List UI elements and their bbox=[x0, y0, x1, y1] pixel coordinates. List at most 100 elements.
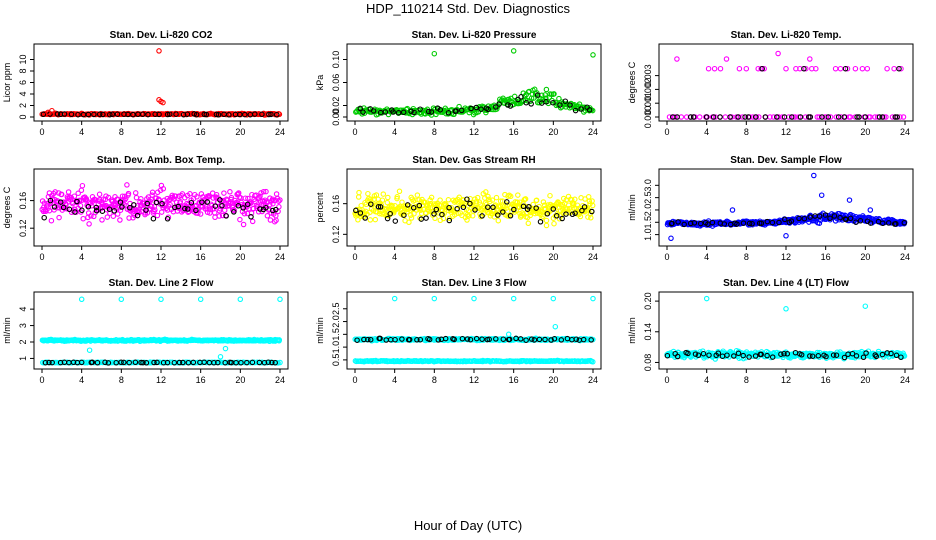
data-point-hourly bbox=[544, 211, 551, 217]
data-point-hourly bbox=[215, 112, 222, 118]
x-tick-label: 16 bbox=[821, 127, 831, 137]
data-point-hourly bbox=[717, 114, 723, 120]
data-point-hourly bbox=[493, 104, 499, 110]
data-point-hourly bbox=[460, 204, 467, 211]
data-point-samples bbox=[197, 211, 204, 217]
y-tick-label: 0.14 bbox=[643, 323, 653, 341]
data-point-samples bbox=[266, 201, 273, 208]
data-point-hourly bbox=[901, 220, 908, 226]
data-point-hourly bbox=[138, 359, 144, 366]
data-point-hourly bbox=[387, 210, 393, 217]
data-point-samples bbox=[483, 189, 489, 195]
data-point-samples bbox=[260, 188, 267, 195]
data-point-hourly bbox=[259, 111, 265, 118]
panel-pressure: Stan. Dev. Li-820 Pressure kPa 0.000.02 0.0… bbox=[315, 30, 602, 137]
data-point-hourly bbox=[454, 205, 460, 212]
data-point-hourly bbox=[835, 114, 842, 120]
data-point-level bbox=[884, 65, 890, 72]
data-point-samples bbox=[117, 217, 123, 223]
data-point-hourly bbox=[827, 215, 833, 222]
data-point-hourly bbox=[406, 336, 413, 343]
data-point-hourly bbox=[892, 114, 899, 120]
data-point-hourly bbox=[134, 212, 141, 219]
data-point-samples bbox=[483, 201, 490, 208]
data-point-outlier bbox=[158, 296, 164, 303]
data-point-samples bbox=[253, 203, 260, 209]
x-tick-label: 16 bbox=[821, 252, 831, 262]
y-tick-label: 0.00 bbox=[331, 108, 341, 126]
data-point-hourly bbox=[249, 359, 256, 366]
data-point-samples bbox=[187, 191, 193, 197]
data-point-hourly bbox=[435, 337, 442, 343]
x-tick-label: 8 bbox=[432, 375, 437, 385]
data-point-hourly bbox=[551, 336, 558, 342]
data-point-hourly bbox=[109, 111, 116, 117]
data-point-level bbox=[803, 65, 809, 72]
data-point-samples bbox=[408, 215, 415, 221]
data-point-hourly bbox=[572, 210, 578, 216]
y-tick-label: 0.10 bbox=[331, 51, 341, 69]
data-point-hourly bbox=[89, 359, 96, 366]
data-point-hourly bbox=[863, 350, 869, 356]
y-tick-label: 0.06 bbox=[331, 74, 341, 92]
data-point-samples bbox=[586, 198, 593, 205]
data-point-outlier bbox=[160, 99, 166, 106]
data-point-outlier bbox=[505, 331, 512, 338]
data-point-hourly bbox=[404, 202, 411, 208]
data-point-outlier bbox=[156, 48, 162, 54]
data-point-samples bbox=[154, 212, 161, 219]
data-point-hourly bbox=[710, 114, 717, 120]
data-point-hourly bbox=[681, 221, 687, 228]
data-point-hourly bbox=[520, 203, 527, 210]
data-point-hourly bbox=[572, 107, 579, 114]
data-point-samples bbox=[240, 221, 247, 228]
x-tick-label: 0 bbox=[39, 375, 44, 385]
data-point-hourly bbox=[41, 214, 47, 221]
data-point-hourly bbox=[93, 204, 100, 211]
data-point-samples bbox=[160, 186, 167, 192]
data-point-samples bbox=[78, 187, 85, 194]
data-point-samples bbox=[672, 114, 678, 120]
data-point-samples bbox=[172, 193, 179, 199]
data-point-hourly bbox=[479, 213, 485, 219]
data-point-hourly bbox=[721, 221, 728, 227]
data-point-hourly bbox=[94, 359, 101, 366]
data-point-hourly bbox=[392, 336, 398, 343]
data-point-hourly bbox=[727, 114, 733, 120]
data-point-samples bbox=[58, 191, 65, 198]
data-point-level bbox=[837, 65, 844, 72]
data-point-hourly bbox=[876, 114, 883, 120]
data-point-samples bbox=[495, 217, 502, 224]
data-point-samples bbox=[234, 200, 241, 206]
data-point-hourly bbox=[518, 94, 524, 100]
data-point-hourly bbox=[687, 220, 694, 227]
x-tick-label: 8 bbox=[432, 127, 437, 137]
data-point-samples bbox=[411, 210, 417, 217]
data-point-hourly bbox=[66, 206, 73, 213]
data-point-hourly bbox=[782, 216, 788, 223]
data-point-samples bbox=[132, 212, 138, 219]
data-point-level bbox=[736, 65, 743, 72]
data-point-hourly bbox=[437, 107, 444, 113]
data-point-level bbox=[759, 65, 765, 72]
data-point-hourly bbox=[270, 207, 276, 214]
data-point-samples bbox=[75, 190, 81, 197]
data-point-samples bbox=[489, 197, 496, 203]
data-point-hourly bbox=[468, 105, 474, 112]
data-point-hourly bbox=[789, 114, 795, 120]
figure-x-label: Hour of Day (UTC) bbox=[413, 518, 523, 533]
data-point-samples bbox=[572, 196, 578, 203]
data-point-hourly bbox=[745, 114, 752, 120]
data-point-hourly bbox=[47, 197, 54, 204]
data-point-hourly bbox=[425, 108, 432, 115]
data-point-samples bbox=[796, 114, 802, 120]
x-tick-label: 0 bbox=[352, 375, 357, 385]
data-point-samples bbox=[414, 192, 421, 198]
data-point-hourly bbox=[357, 105, 363, 112]
data-point-samples bbox=[428, 194, 435, 201]
y-axis-label: degrees C bbox=[2, 186, 12, 228]
panel-title: Stan. Dev. Gas Stream RH bbox=[412, 155, 535, 166]
y-tick-label: 8 bbox=[18, 68, 28, 73]
data-point-samples bbox=[179, 191, 186, 197]
data-point-samples bbox=[365, 190, 371, 197]
